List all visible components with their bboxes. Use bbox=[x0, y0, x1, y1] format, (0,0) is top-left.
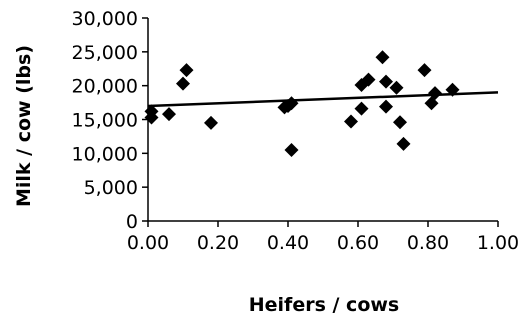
data-point bbox=[445, 82, 460, 97]
x-tick-label: 0.20 bbox=[197, 232, 239, 254]
plot-area: 0 5,000 10,000 15,000 20,000 25,000 30,000 0.0… bbox=[72, 8, 520, 254]
data-point bbox=[389, 80, 404, 95]
y-tick-label: 5,000 bbox=[84, 177, 138, 199]
x-tick-label: 1.00 bbox=[477, 232, 519, 254]
data-point bbox=[375, 50, 390, 65]
data-point bbox=[144, 104, 159, 119]
data-point bbox=[344, 114, 358, 129]
data-points bbox=[144, 50, 460, 157]
data-point bbox=[361, 72, 376, 87]
y-tick-label: 15,000 bbox=[72, 110, 138, 132]
x-axis-ticks: 0.00 0.20 0.40 0.60 0.80 1.00 bbox=[127, 221, 519, 254]
data-point bbox=[396, 136, 411, 151]
y-axis-title: Milk / cow (lbs) bbox=[13, 45, 35, 207]
data-point bbox=[284, 142, 299, 157]
data-point bbox=[204, 115, 218, 130]
trendline bbox=[147, 91, 499, 108]
data-point bbox=[393, 115, 407, 130]
y-tick-label: 30,000 bbox=[72, 8, 138, 30]
x-tick-label: 0.60 bbox=[337, 232, 379, 254]
y-tick-label: 25,000 bbox=[72, 42, 138, 64]
x-tick-label: 0.80 bbox=[407, 232, 449, 254]
x-tick-label: 0.00 bbox=[127, 232, 169, 254]
data-point bbox=[379, 74, 393, 89]
data-point bbox=[428, 86, 442, 101]
data-point bbox=[179, 63, 194, 78]
x-axis-title: Heifers / cows bbox=[249, 294, 399, 316]
y-tick-label: 0 bbox=[126, 211, 138, 233]
data-point bbox=[417, 63, 432, 78]
data-point bbox=[379, 99, 393, 114]
data-point bbox=[162, 107, 176, 122]
y-axis-ticks: 0 5,000 10,000 15,000 20,000 25,000 30,000 bbox=[72, 8, 148, 233]
data-point bbox=[176, 76, 190, 91]
data-point bbox=[284, 96, 299, 111]
y-tick-label: 20,000 bbox=[72, 76, 138, 98]
y-tick-label: 10,000 bbox=[72, 143, 138, 165]
data-point bbox=[354, 101, 369, 116]
x-tick-label: 0.40 bbox=[267, 232, 309, 254]
